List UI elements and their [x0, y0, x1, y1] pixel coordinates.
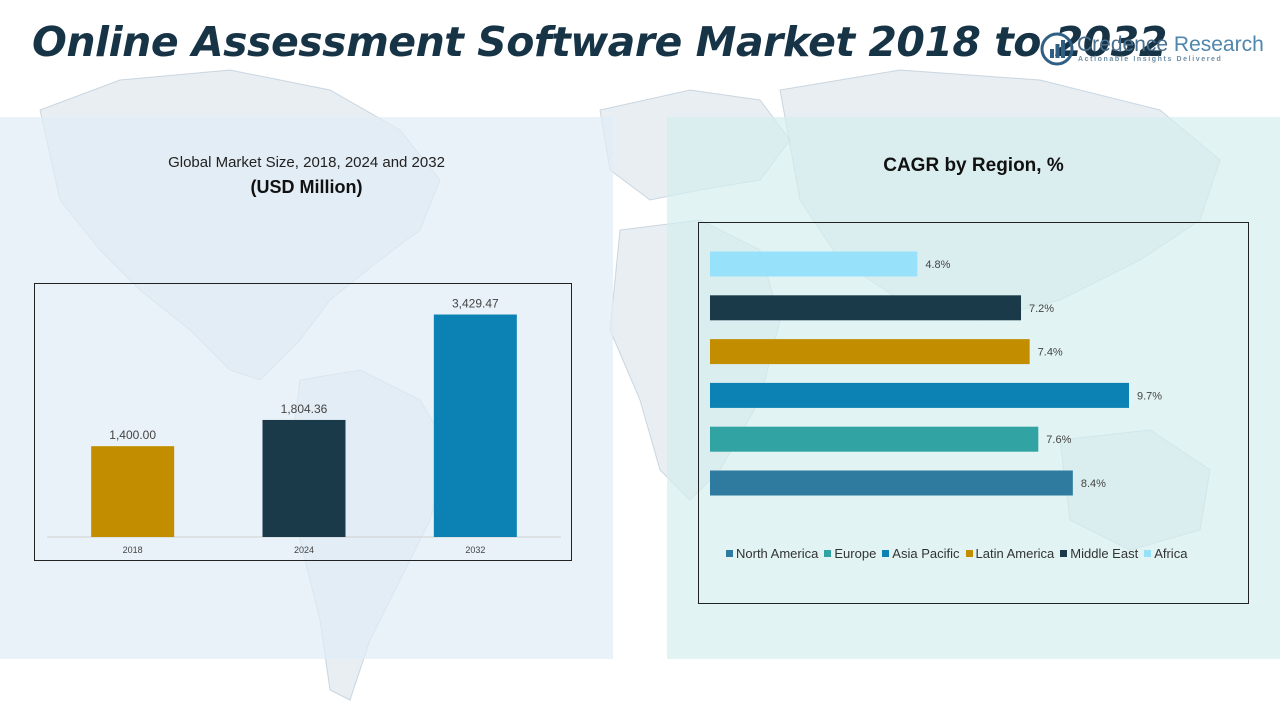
bar-value-label-2032: 3,429.47	[452, 297, 499, 311]
market-size-chart: 1,400.00 2018 1,804.36 2024 3,429.47 2032	[34, 283, 572, 561]
bar-value-label-2024: 1,804.36	[281, 402, 328, 416]
hbar-value-label-africa: 4.8%	[925, 259, 950, 271]
bar-chart-logo-icon	[1040, 32, 1074, 66]
legend-label-latin-america: Latin America	[975, 546, 1055, 561]
market-size-subtitle: Global Market Size, 2018, 2024 and 2032	[168, 154, 445, 171]
cagr-legend: North America Europe Asia Pacific Latin Ame…	[726, 546, 1246, 561]
market-size-unit: (USD Million)	[250, 177, 363, 197]
hbar-europe	[710, 426, 1039, 452]
legend-swatch-middle-east	[1060, 550, 1068, 557]
credence-research-logo: Credence Research Actionable Insights De…	[1040, 30, 1264, 70]
hbar-value-label-north-america: 8.4%	[1081, 478, 1106, 490]
hbar-africa	[710, 251, 918, 277]
page-title: Online Assessment Software Market 2018 t…	[32, 18, 1167, 66]
legend-label-africa: Africa	[1154, 546, 1188, 561]
logo-tagline: Actionable Insights Delivered	[1078, 56, 1223, 63]
hbar-latin-america	[710, 339, 1030, 365]
bar-value-label-2018: 1,400.00	[109, 428, 156, 442]
x-tick-label-2024: 2024	[294, 545, 314, 555]
legend-label-north-america: North America	[736, 546, 819, 561]
legend-item-north-america: North America	[726, 546, 818, 561]
logo-name: Credence Research	[1077, 33, 1264, 57]
legend-swatch-africa	[1144, 550, 1152, 557]
cagr-title: CAGR by Region, %	[883, 155, 1064, 176]
legend-label-asia-pacific: Asia Pacific	[892, 546, 960, 561]
legend-label-middle-east: Middle East	[1070, 546, 1139, 561]
x-tick-label-2032: 2032	[465, 545, 485, 555]
cagr-chart: 8.4% 7.6% 9.7% 7.4% 7.2% 4.8%	[698, 222, 1249, 604]
logo-name-light: Research	[1168, 33, 1264, 56]
market-size-bar-chart: 1,400.00 2018 1,804.36 2024 3,429.47 2032	[47, 297, 561, 555]
hbar-value-label-europe: 7.6%	[1046, 434, 1071, 446]
legend-label-europe: Europe	[834, 546, 877, 561]
legend-item-middle-east: Middle East	[1060, 546, 1138, 561]
bar-2032	[433, 314, 517, 537]
hbar-middle-east	[710, 295, 1022, 321]
legend-swatch-north-america	[726, 550, 733, 557]
hbar-value-label-latin-america: 7.4%	[1038, 347, 1063, 359]
legend-item-asia-pacific: Asia Pacific	[882, 546, 960, 561]
hbar-value-label-middle-east: 7.2%	[1029, 303, 1054, 315]
cagr-bar-chart: 8.4% 7.6% 9.7% 7.4% 7.2% 4.8%	[710, 251, 1162, 496]
bar-2024	[262, 419, 346, 537]
legend-swatch-asia-pacific	[882, 550, 890, 557]
legend-item-africa: Africa	[1144, 546, 1187, 561]
legend-item-europe: Europe	[824, 546, 876, 561]
x-tick-label-2018: 2018	[123, 545, 143, 555]
legend-swatch-latin-america	[965, 550, 973, 557]
hbar-value-label-asia-pacific: 9.7%	[1137, 390, 1162, 402]
hbar-asia-pacific	[710, 382, 1129, 408]
bar-2018	[91, 446, 175, 537]
legend-swatch-europe	[824, 550, 832, 557]
hbar-north-america	[710, 470, 1073, 496]
legend-item-latin-america: Latin America	[965, 546, 1055, 561]
logo-name-dark: Credence	[1077, 33, 1169, 56]
